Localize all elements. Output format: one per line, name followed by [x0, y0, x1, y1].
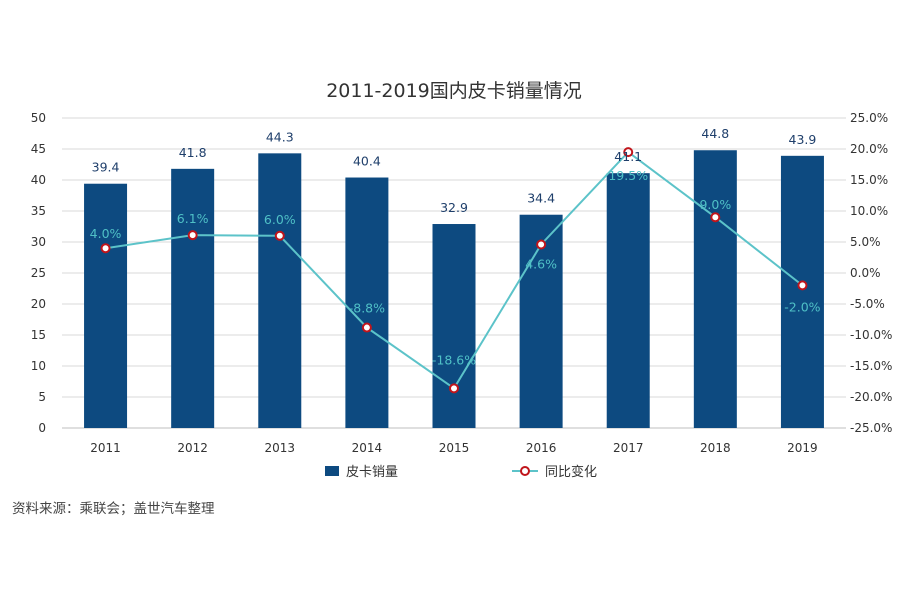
- line-value-label: 9.0%: [699, 197, 731, 212]
- bar: [258, 153, 302, 428]
- bar: [693, 150, 737, 429]
- line-value-label: 6.1%: [177, 211, 209, 226]
- y-right-tick-label: -5.0%: [850, 297, 885, 311]
- bar-value-label: 40.4: [353, 154, 381, 169]
- line-value-label: 6.0%: [264, 212, 296, 227]
- y-left-tick-label: 5: [38, 390, 46, 404]
- line-point: [449, 383, 459, 394]
- y-right-tick-label: -15.0%: [850, 359, 892, 373]
- y-left-tick-label: 10: [31, 359, 46, 373]
- x-tick-label: 2017: [613, 441, 644, 455]
- y-left-tick-label: 50: [31, 111, 46, 125]
- legend-line-label: 同比变化: [545, 464, 597, 480]
- x-axis: 2011 2012 2013 2014 2015 2016 2017 2018 2019: [62, 427, 846, 455]
- x-tick-label: 2013: [265, 441, 296, 455]
- y-right-tick-label: 0.0%: [850, 266, 881, 280]
- line-value-label: -2.0%: [784, 299, 820, 314]
- bar-value-label: 34.4: [527, 191, 555, 206]
- line-value-label: 4.6%: [525, 256, 557, 271]
- chart-title: 2011-2019国内皮卡销量情况: [326, 80, 582, 102]
- bar: [519, 214, 563, 428]
- bar-value-label: 32.9: [440, 200, 468, 215]
- line-value-label: 19.5%: [608, 168, 648, 183]
- legend: 皮卡销量 同比变化: [325, 464, 597, 480]
- y-right-tick-label: -20.0%: [850, 390, 892, 404]
- bar-value-label: 41.1: [614, 149, 642, 164]
- line-point: [100, 243, 111, 254]
- bar-value-label: 43.9: [789, 132, 817, 147]
- line-point: [710, 212, 721, 223]
- bar: [345, 177, 389, 428]
- y-right-tick-label: 15.0%: [850, 173, 888, 187]
- y-right-tick-label: -10.0%: [850, 328, 892, 342]
- y-right-tick-label: 5.0%: [850, 235, 881, 249]
- legend-line-marker: [520, 466, 530, 476]
- line-value-label: -8.8%: [349, 301, 385, 316]
- y-left-tick-label: 40: [31, 173, 46, 187]
- bar-value-label: 39.4: [92, 160, 120, 175]
- y-left-tick-label: 20: [31, 297, 46, 311]
- line-point: [361, 322, 372, 333]
- legend-bar-label: 皮卡销量: [346, 465, 398, 480]
- x-tick-label: 2014: [352, 441, 383, 455]
- line-point: [623, 147, 634, 158]
- x-tick-label: 2011: [90, 441, 121, 455]
- y-left-tick-label: 35: [31, 204, 46, 218]
- line-point: [797, 280, 808, 291]
- bar: [432, 224, 476, 428]
- bar: [171, 168, 215, 428]
- bar-value-label: 44.3: [266, 129, 294, 144]
- bar: [780, 155, 824, 428]
- line-point: [274, 230, 285, 241]
- bar-value-label: 41.8: [179, 145, 207, 160]
- y-left-tick-label: 25: [31, 266, 46, 280]
- x-tick-label: 2012: [177, 441, 208, 455]
- y-left-tick-label: 30: [31, 235, 46, 249]
- right-axis: -25.0% -20.0% -15.0% -10.0% -5.0% 0.0% 5.0% 10.…: [850, 111, 892, 435]
- bar: [84, 183, 128, 428]
- data-labels: 39.4 41.8 44.3 40.4 32.9 34.4 41.1 44.8 43.9 4.0%…: [90, 126, 821, 367]
- x-tick-label: 2019: [787, 441, 818, 455]
- bar-value-label: 44.8: [701, 126, 729, 141]
- legend-bar-swatch: [325, 466, 339, 476]
- y-right-tick-label: 20.0%: [850, 142, 888, 156]
- y-right-tick-label: 25.0%: [850, 111, 888, 125]
- y-left-tick-label: 15: [31, 328, 46, 342]
- line-point: [187, 230, 198, 241]
- bar-series: [84, 150, 824, 429]
- line-value-label: 4.0%: [90, 226, 122, 241]
- bar: [606, 173, 650, 428]
- source-note: 资料来源：乘联会；盖世汽车整理: [12, 501, 215, 517]
- x-tick-label: 2018: [700, 441, 731, 455]
- left-axis: 0 5 10 15 20 25 30 35 40 45 50: [31, 111, 46, 435]
- line-value-label: -18.6%: [432, 352, 476, 367]
- y-right-tick-label: -25.0%: [850, 421, 892, 435]
- y-left-tick-label: 0: [38, 421, 46, 435]
- line-point: [536, 239, 547, 250]
- y-right-tick-label: 10.0%: [850, 204, 888, 218]
- x-tick-label: 2016: [526, 441, 557, 455]
- y-left-tick-label: 45: [31, 142, 46, 156]
- line-series: [100, 147, 808, 394]
- x-tick-label: 2015: [439, 441, 470, 455]
